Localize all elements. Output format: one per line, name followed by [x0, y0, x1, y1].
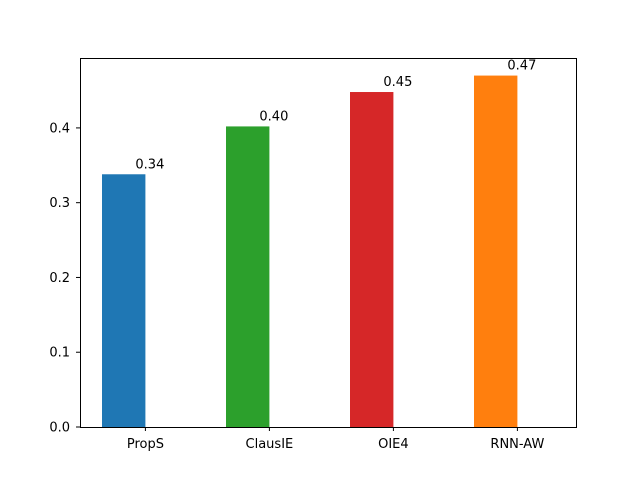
y-tick-label: 0.1	[49, 346, 70, 361]
y-axis-ticks: 0.0 0.1 0.2 0.3 0.4	[49, 121, 80, 436]
y-tick-label: 0.4	[49, 121, 70, 136]
y-tick-label: 0.0	[49, 421, 70, 436]
bar-props	[102, 174, 146, 427]
value-labels-layer: 0.34 0.40 0.45 0.47	[135, 59, 536, 173]
bars-layer	[102, 75, 518, 428]
value-label-rnn-aw: 0.47	[507, 59, 536, 74]
bar-oie4	[350, 92, 394, 428]
x-tick-label-props: PropS	[127, 437, 164, 452]
x-axis-ticks: PropS ClausIE OIE4 RNN-AW	[127, 427, 545, 452]
value-label-clausie: 0.40	[259, 109, 288, 124]
y-tick-label: 0.2	[49, 271, 70, 286]
x-tick-label-rnn-aw: RNN-AW	[490, 437, 544, 452]
bar-clausie	[226, 126, 270, 427]
bar-rnn-aw	[474, 75, 518, 428]
x-tick-label-oie4: OIE4	[378, 437, 409, 452]
value-label-oie4: 0.45	[383, 75, 412, 90]
value-label-props: 0.34	[135, 157, 164, 172]
y-tick-label: 0.3	[49, 196, 70, 211]
plot-frame	[80, 58, 577, 428]
x-tick-label-clausie: ClausIE	[246, 437, 294, 452]
